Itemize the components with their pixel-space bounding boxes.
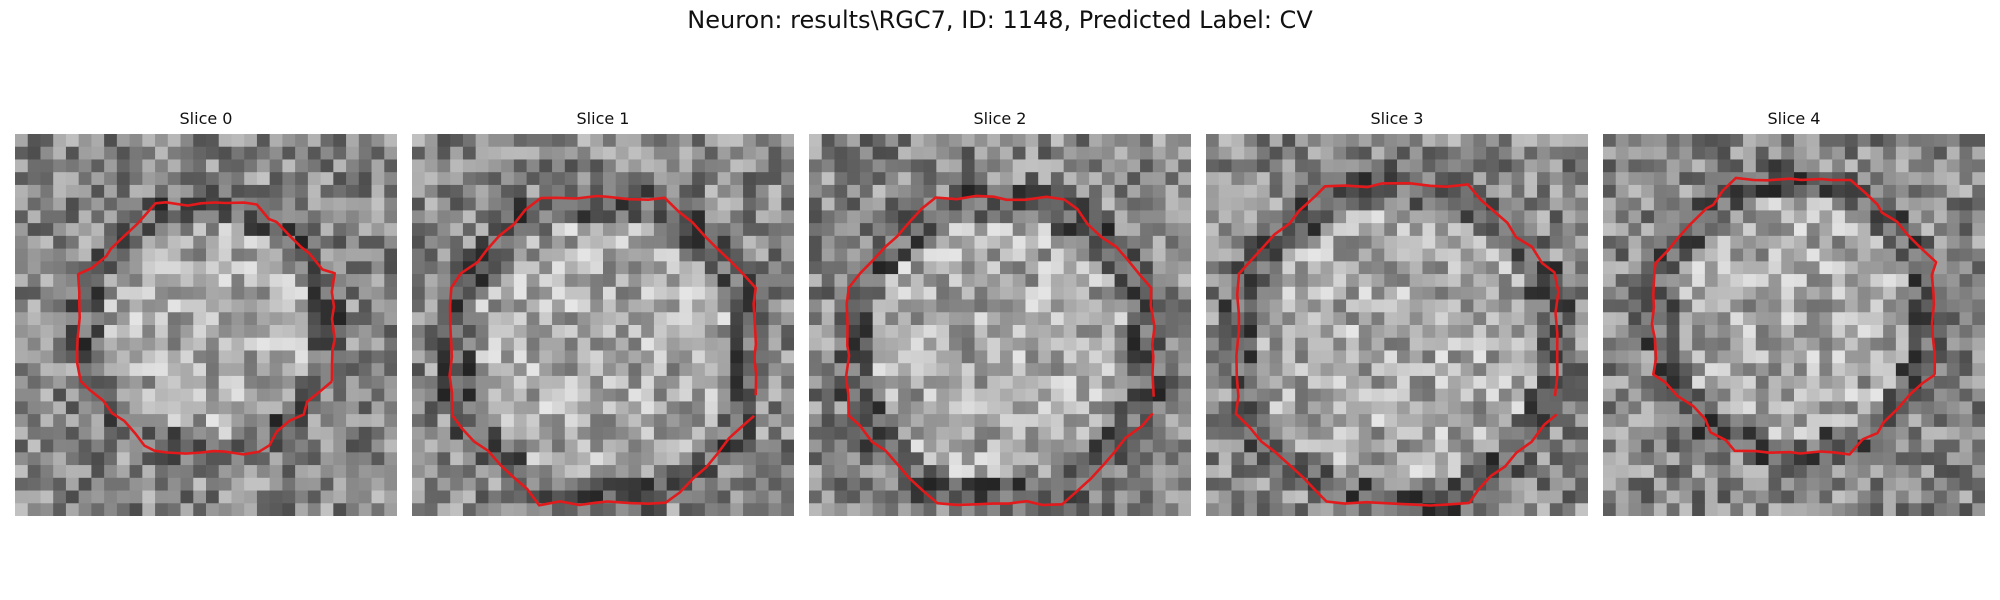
slice-panel-4: Slice 4 <box>1603 108 1985 516</box>
slice-title-1: Slice 1 <box>576 109 630 128</box>
slice-contour-2 <box>844 194 1156 507</box>
slice-pixels-4 <box>1603 134 1985 516</box>
slice-title-2: Slice 2 <box>973 109 1027 128</box>
slice-image-1 <box>412 134 794 516</box>
slice-image-4 <box>1603 134 1985 516</box>
slice-pixels-0 <box>15 134 397 516</box>
slice-title-3: Slice 3 <box>1370 109 1424 128</box>
slice-panel-1: Slice 1 <box>412 108 794 516</box>
slice-contour-1 <box>448 194 758 507</box>
slice-image-2 <box>809 134 1191 516</box>
slice-image-0 <box>15 134 397 516</box>
slice-contour-4 <box>1650 176 1938 456</box>
slice-contour-3 <box>1234 181 1560 507</box>
figure-title: Neuron: results\RGC7, ID: 1148, Predicte… <box>687 6 1313 34</box>
slice-image-3 <box>1206 134 1588 516</box>
slice-panel-2: Slice 2 <box>809 108 1191 516</box>
slice-pixels-3 <box>1206 134 1588 516</box>
slice-pixels-2 <box>809 134 1191 516</box>
slice-panel-3: Slice 3 <box>1206 108 1588 516</box>
slice-contour-0 <box>75 201 337 456</box>
slice-title-0: Slice 0 <box>179 109 233 128</box>
slice-title-4: Slice 4 <box>1767 109 1821 128</box>
slice-panel-0: Slice 0 <box>15 108 397 516</box>
slice-pixels-1 <box>412 134 794 516</box>
